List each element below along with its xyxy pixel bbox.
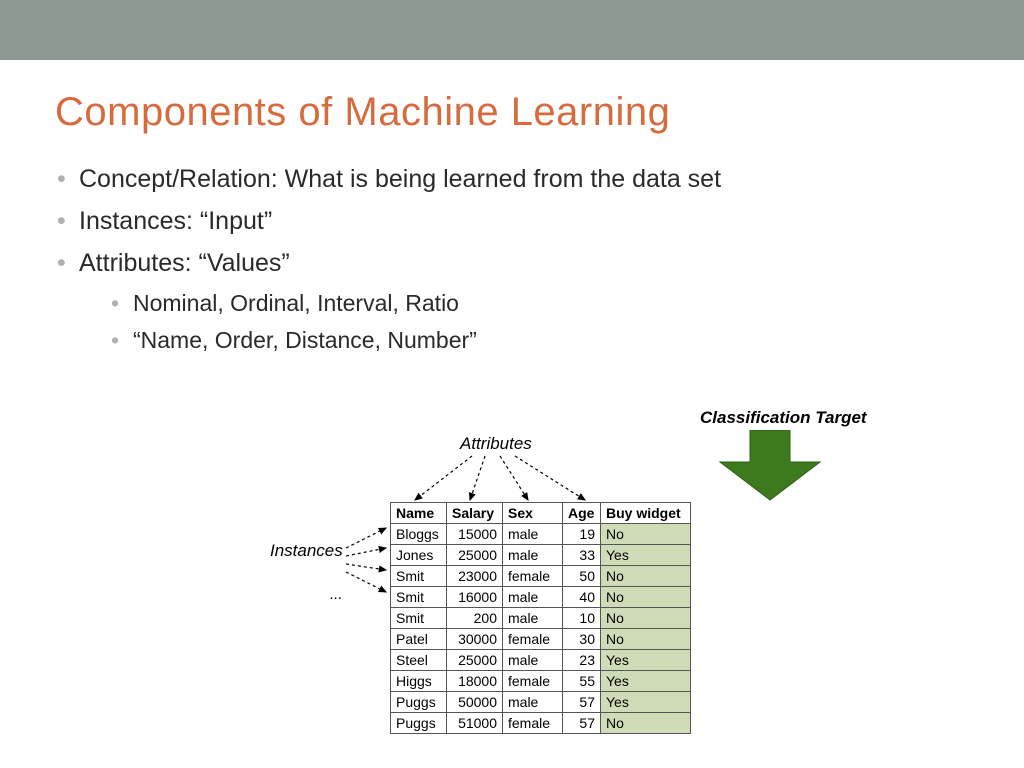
table-cell: 19 (563, 524, 601, 545)
table-cell: female (503, 671, 563, 692)
table-cell: Smit (391, 566, 447, 587)
table-cell: female (503, 713, 563, 734)
table-cell: 30000 (447, 629, 503, 650)
table-cell: 50000 (447, 692, 503, 713)
table-cell: Puggs (391, 692, 447, 713)
table-cell: 15000 (447, 524, 503, 545)
table-cell: 23000 (447, 566, 503, 587)
table-cell: 25000 (447, 545, 503, 566)
bullet-item: Concept/Relation: What is being learned … (57, 163, 969, 197)
table-cell: Yes (601, 545, 691, 566)
table-cell: Bloggs (391, 524, 447, 545)
table-cell: 50 (563, 566, 601, 587)
table-cell: 40 (563, 587, 601, 608)
table-row: Puggs51000female57No (391, 713, 691, 734)
table-cell: male (503, 524, 563, 545)
table-cell: 51000 (447, 713, 503, 734)
table-cell: male (503, 650, 563, 671)
table-cell: 30 (563, 629, 601, 650)
col-header-age: Age (563, 503, 601, 524)
table-cell: Steel (391, 650, 447, 671)
table-cell: Patel (391, 629, 447, 650)
table-cell: No (601, 587, 691, 608)
table-cell: 57 (563, 713, 601, 734)
table-cell: Smit (391, 608, 447, 629)
table-cell: female (503, 629, 563, 650)
sub-bullet-item: Nominal, Ordinal, Interval, Ratio (111, 288, 969, 319)
col-header-name: Name (391, 503, 447, 524)
table-cell: female (503, 566, 563, 587)
table-row: Higgs18000female55Yes (391, 671, 691, 692)
bullet-list: Concept/Relation: What is being learned … (55, 163, 969, 280)
table-cell: Higgs (391, 671, 447, 692)
bullet-item: Instances: “Input” (57, 205, 969, 239)
col-header-salary: Salary (447, 503, 503, 524)
table-cell: 200 (447, 608, 503, 629)
table-header-row: Name Salary Sex Age Buy widget (391, 503, 691, 524)
data-table-container: Name Salary Sex Age Buy widget Bloggs150… (390, 502, 691, 734)
sub-bullet-item: “Name, Order, Distance, Number” (111, 325, 969, 356)
table-cell: No (601, 629, 691, 650)
table-cell: male (503, 587, 563, 608)
table-cell: Yes (601, 692, 691, 713)
table-row: Smit23000female50No (391, 566, 691, 587)
table-row: Smit16000male40No (391, 587, 691, 608)
table-cell: No (601, 566, 691, 587)
table-cell: 16000 (447, 587, 503, 608)
data-table-figure: Attributes Classification Target Instanc… (260, 408, 1000, 758)
col-header-target: Buy widget (601, 503, 691, 524)
table-cell: No (601, 524, 691, 545)
table-row: Patel30000female30No (391, 629, 691, 650)
table-cell: 25000 (447, 650, 503, 671)
table-cell: 10 (563, 608, 601, 629)
table-cell: Smit (391, 587, 447, 608)
table-row: Bloggs15000male19No (391, 524, 691, 545)
slide-title: Components of Machine Learning (55, 90, 969, 135)
table-cell: 33 (563, 545, 601, 566)
data-table: Name Salary Sex Age Buy widget Bloggs150… (390, 502, 691, 734)
table-cell: male (503, 545, 563, 566)
col-header-sex: Sex (503, 503, 563, 524)
bullet-item: Attributes: “Values” (57, 247, 969, 281)
slide-content: Components of Machine Learning Concept/R… (0, 60, 1024, 356)
table-row: Steel25000male23Yes (391, 650, 691, 671)
table-cell: 55 (563, 671, 601, 692)
table-cell: male (503, 608, 563, 629)
table-cell: Puggs (391, 713, 447, 734)
table-cell: Yes (601, 650, 691, 671)
table-cell: Yes (601, 671, 691, 692)
table-row: Puggs50000male57Yes (391, 692, 691, 713)
table-cell: No (601, 713, 691, 734)
sub-bullet-list: Nominal, Ordinal, Interval, Ratio “Name,… (55, 288, 969, 356)
table-cell: 57 (563, 692, 601, 713)
header-bar (0, 0, 1024, 60)
table-cell: Jones (391, 545, 447, 566)
table-body: Bloggs15000male19NoJones25000male33YesSm… (391, 524, 691, 734)
table-cell: No (601, 608, 691, 629)
table-cell: male (503, 692, 563, 713)
table-row: Jones25000male33Yes (391, 545, 691, 566)
table-cell: 18000 (447, 671, 503, 692)
table-row: Smit200male10No (391, 608, 691, 629)
table-cell: 23 (563, 650, 601, 671)
